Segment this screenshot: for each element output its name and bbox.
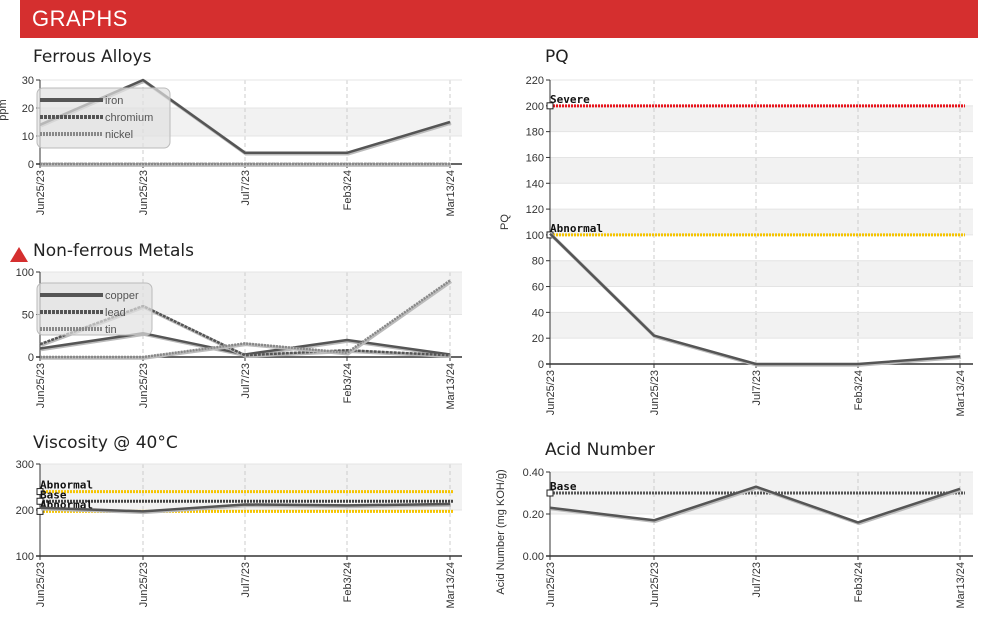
legend-label-iron: iron (105, 95, 123, 107)
limit-label: Abnormal (40, 479, 93, 492)
grid-band (550, 157, 973, 184)
y-tick-label: 0.20 (523, 509, 544, 521)
x-tick-label: Mar13/24 (445, 363, 457, 409)
y-axis-label: Acid Number (mg KOH/g) (495, 469, 507, 594)
legend-label-lead: lead (105, 307, 126, 319)
legend-label-tin: tin (105, 324, 117, 336)
y-tick-label: 200 (16, 505, 34, 517)
y-axis-label: ppm (0, 99, 9, 120)
x-tick-label: Mar13/24 (955, 370, 967, 416)
y-tick-label: 120 (526, 204, 544, 216)
y-tick-label: 140 (526, 178, 544, 190)
limit-marker (36, 497, 44, 505)
x-tick-label: Jul7/23 (751, 562, 763, 597)
x-tick-label: Jun25/23 (649, 562, 661, 607)
series-line-tin (40, 279, 451, 359)
y-tick-label: 100 (16, 551, 34, 563)
x-tick-label: Jun25/23 (35, 170, 47, 215)
series-line-value (549, 232, 961, 366)
acid-number-chart: 0.00 0.20 0.40 Jun25/23 Jun25/23 Jul7/23 Feb3/… (495, 467, 973, 608)
x-tick-label: Mar13/24 (955, 562, 967, 608)
limit-label: Severe (550, 93, 590, 106)
ferrous-title: Ferrous Alloys (33, 47, 152, 67)
x-tick-label: Mar13/24 (445, 562, 457, 608)
x-tick-label: Jul7/23 (240, 170, 252, 205)
y-tick-label: 0 (538, 359, 544, 371)
y-tick-label: 10 (22, 131, 34, 143)
x-tick-label: Mar13/24 (445, 170, 457, 216)
y-tick-label: 0.00 (523, 551, 544, 563)
acid-title: Acid Number (545, 440, 655, 460)
x-tick-label: Feb3/24 (853, 370, 865, 410)
y-tick-label: 160 (526, 152, 544, 164)
legend-label-chromium: chromium (105, 112, 153, 124)
series-line-value (549, 485, 961, 524)
limit-label: Abnormal (550, 222, 603, 235)
y-tick-label: 40 (532, 307, 544, 319)
grid-band (550, 260, 973, 287)
y-tick-label: 100 (16, 267, 34, 279)
ferrous-alloys-chart: 0 10 20 30 Jun25/23 Jun25/23 Jul7/23 Feb3/24 Mar… (0, 75, 462, 216)
x-tick-label: Jul7/23 (240, 562, 252, 597)
grid-band (550, 312, 973, 339)
y-tick-label: 80 (532, 256, 544, 268)
y-tick-label: 200 (526, 101, 544, 113)
x-tick-label: Jun25/23 (35, 562, 47, 607)
x-tick-label: Feb3/24 (342, 562, 354, 602)
nonferrous-metals-chart: 0 50 100 Jun25/23 Jun25/23 Jul7/23 Feb3/24 Mar1… (16, 267, 462, 409)
series-line-value (39, 502, 451, 513)
y-axis-label: PQ (499, 214, 511, 230)
y-tick-label: 30 (22, 75, 34, 87)
limit-marker (546, 489, 554, 497)
y-tick-label: 220 (526, 75, 544, 87)
y-tick-label: 50 (22, 310, 34, 322)
x-tick-label: Feb3/24 (853, 562, 865, 602)
legend-label-copper: copper (105, 290, 139, 302)
y-tick-label: 0 (28, 352, 34, 364)
y-tick-label: 300 (16, 459, 34, 471)
x-tick-label: Jun25/23 (545, 562, 557, 607)
viscosity-title: Viscosity @ 40°C (33, 433, 178, 453)
grid-band (550, 105, 973, 132)
x-tick-label: Jun25/23 (649, 370, 661, 415)
limit-label: Base (40, 488, 67, 501)
x-tick-label: Jun25/23 (545, 370, 557, 415)
x-tick-label: Jun25/23 (138, 170, 150, 215)
pq-title: PQ (545, 47, 569, 67)
nonferrous-title: Non-ferrous Metals (33, 241, 195, 261)
y-tick-label: 20 (22, 103, 34, 115)
y-tick-label: 180 (526, 127, 544, 139)
y-tick-label: 60 (532, 282, 544, 294)
limit-marker (546, 102, 554, 110)
y-tick-label: 0.40 (523, 467, 544, 479)
x-tick-label: Feb3/24 (342, 363, 354, 403)
graphs-header-title: GRAPHS (32, 6, 128, 31)
x-tick-label: Jun25/23 (138, 562, 150, 607)
x-tick-label: Jul7/23 (240, 363, 252, 398)
limit-marker (36, 488, 44, 496)
limit-label: Base (550, 480, 577, 493)
legend-label-nickel: nickel (105, 129, 133, 141)
y-tick-label: 0 (28, 159, 34, 171)
viscosity-chart: 100 200 300 Jun25/23 Jun25/23 Jul7/23 Feb3/24 M… (16, 459, 462, 608)
pq-chart: 0 20 40 60 80 100 120 140 160 180 200 220 Jun25/23 Ju… (499, 75, 973, 416)
y-tick-label: 100 (526, 230, 544, 242)
grid-band (40, 464, 462, 510)
grid-band (550, 209, 973, 235)
graphs-header: GRAPHS (20, 0, 978, 38)
x-tick-label: Jun25/23 (35, 363, 47, 408)
x-tick-label: Feb3/24 (342, 170, 354, 210)
alert-triangle-icon (10, 247, 28, 262)
y-tick-label: 20 (532, 333, 544, 345)
x-tick-label: Jun25/23 (138, 363, 150, 408)
x-tick-label: Jul7/23 (751, 370, 763, 405)
